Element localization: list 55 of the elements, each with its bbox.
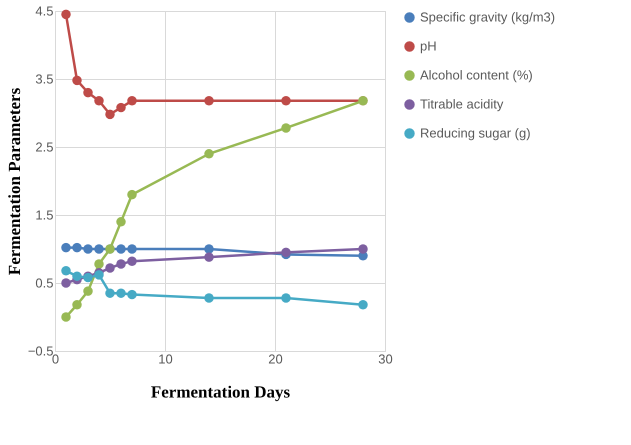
point bbox=[105, 288, 115, 298]
point bbox=[61, 10, 71, 20]
point bbox=[204, 96, 214, 106]
y-tick-label: 4.5 bbox=[35, 4, 54, 18]
x-tick-label: 10 bbox=[158, 352, 173, 366]
point bbox=[204, 293, 214, 303]
point bbox=[116, 259, 126, 269]
point bbox=[61, 242, 71, 252]
point bbox=[204, 252, 214, 262]
point bbox=[105, 110, 115, 120]
x-axis-title: Fermentation Days bbox=[150, 382, 291, 402]
x-tick-label: 20 bbox=[268, 352, 283, 366]
point bbox=[358, 300, 368, 310]
x-tick-label: 0 bbox=[52, 352, 60, 366]
point bbox=[116, 244, 126, 254]
x-tick-label: 30 bbox=[378, 352, 393, 366]
point bbox=[127, 290, 137, 300]
point bbox=[116, 102, 126, 112]
y-tick-label: −0.5 bbox=[28, 344, 54, 358]
point bbox=[61, 266, 71, 276]
point bbox=[72, 300, 82, 310]
point bbox=[83, 244, 93, 254]
point bbox=[94, 259, 104, 269]
point bbox=[204, 149, 214, 159]
point bbox=[61, 278, 71, 288]
legend-label: Reducing sugar (g) bbox=[420, 126, 531, 140]
point bbox=[72, 76, 82, 86]
point bbox=[204, 244, 214, 254]
point bbox=[127, 96, 137, 106]
point bbox=[83, 88, 93, 98]
point bbox=[105, 263, 115, 273]
point bbox=[358, 244, 368, 254]
legend-label: Titrable acidity bbox=[420, 96, 504, 112]
legend-label: pH bbox=[420, 38, 437, 54]
point bbox=[127, 244, 137, 254]
point bbox=[116, 217, 126, 227]
point bbox=[281, 123, 291, 133]
point bbox=[94, 96, 104, 106]
y-tick-label: 0.5 bbox=[35, 276, 54, 290]
point bbox=[83, 286, 93, 296]
point bbox=[127, 256, 137, 266]
point bbox=[94, 244, 104, 254]
y-axis-title: Fermentation Parameters bbox=[4, 87, 24, 276]
point bbox=[72, 271, 82, 281]
point bbox=[127, 190, 137, 200]
point bbox=[281, 96, 291, 106]
point bbox=[116, 288, 126, 298]
point bbox=[61, 312, 71, 322]
legend-label: Alcohol content (%) bbox=[420, 68, 533, 82]
point bbox=[72, 242, 82, 252]
y-tick-label: 2.5 bbox=[35, 140, 54, 154]
y-tick-label: 3.5 bbox=[35, 72, 54, 86]
point bbox=[281, 293, 291, 303]
y-tick-label: 1.5 bbox=[35, 208, 54, 222]
legend-label: Specific gravity (kg/m3) bbox=[420, 10, 556, 24]
